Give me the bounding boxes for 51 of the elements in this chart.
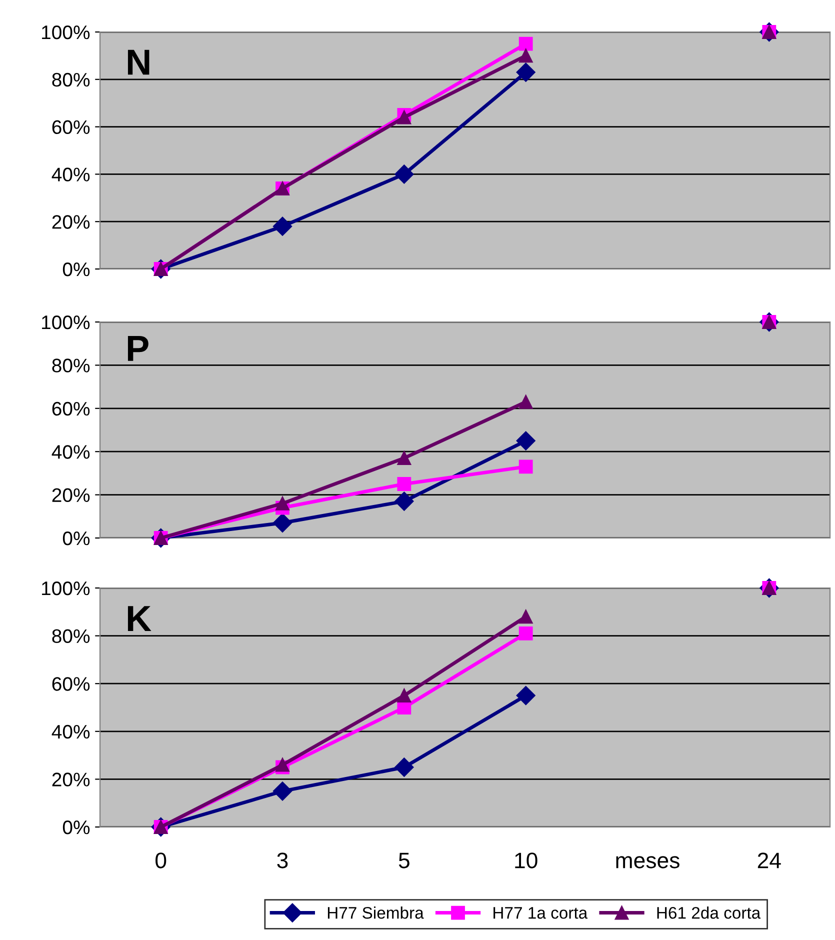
y-tick-label: 40% — [52, 724, 90, 739]
point — [518, 460, 533, 474]
legend-label: H77 Siembra — [328, 906, 424, 919]
point — [394, 492, 414, 511]
y-tick-label: 100% — [42, 315, 90, 330]
y-tick-label: 20% — [52, 215, 90, 229]
point — [518, 48, 533, 63]
y-tick-label: 60% — [52, 120, 90, 134]
y-tick-label: 0% — [62, 820, 90, 834]
point — [516, 686, 536, 706]
point — [518, 36, 533, 51]
point — [272, 513, 292, 532]
x-tick-label: meses — [616, 856, 680, 868]
y-tick-label: 100% — [42, 25, 90, 40]
y-tick-label: 60% — [52, 677, 90, 691]
y-tick-label: 80% — [52, 72, 90, 87]
point — [394, 164, 414, 184]
y-tick-label: 0% — [62, 262, 90, 276]
y-tick-label: 80% — [52, 629, 90, 644]
point — [516, 62, 536, 82]
point — [518, 394, 533, 409]
chart-title: N — [128, 50, 150, 75]
point — [397, 451, 412, 466]
point — [397, 110, 412, 124]
x-tick-label: 0 — [156, 852, 166, 868]
point — [518, 610, 533, 624]
point — [272, 782, 292, 801]
x-tick-label: 3 — [277, 852, 288, 868]
legend-label: H61 2da corta — [657, 906, 761, 919]
point — [394, 758, 414, 777]
legend-label: H77 1a corta — [494, 907, 588, 919]
chart-title: K — [128, 606, 152, 632]
point — [276, 496, 290, 510]
point — [516, 431, 536, 450]
point — [276, 758, 290, 772]
x-tick-label: 10 — [515, 852, 538, 868]
y-tick-label: 0% — [62, 531, 90, 546]
point — [397, 477, 412, 491]
y-tick-label: 20% — [52, 488, 90, 502]
y-tick-label: 20% — [52, 772, 90, 786]
point — [272, 216, 292, 236]
y-tick-label: 60% — [52, 402, 90, 416]
x-tick-label: 24 — [758, 852, 781, 868]
chart-title: P — [128, 336, 148, 361]
y-tick-label: 100% — [42, 581, 90, 596]
x-tick-label: 5 — [398, 852, 410, 868]
point — [518, 626, 533, 640]
point — [397, 688, 412, 702]
y-tick-label: 40% — [52, 445, 90, 459]
y-tick-label: 80% — [52, 358, 90, 372]
y-tick-label: 40% — [52, 168, 90, 182]
